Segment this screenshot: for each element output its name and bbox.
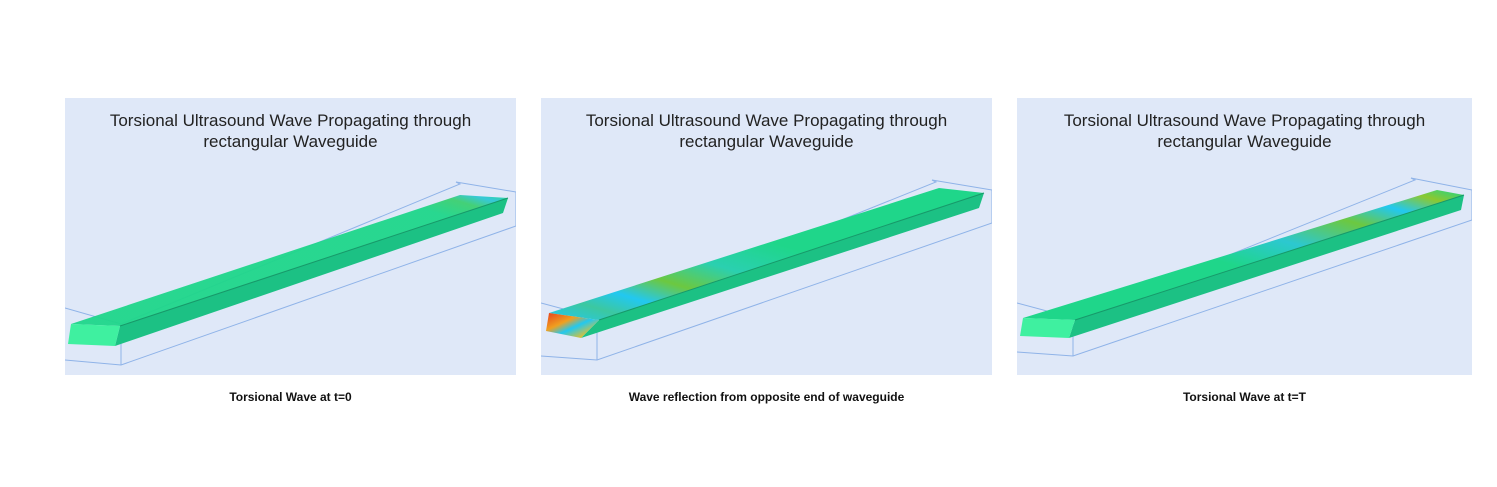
simulation-panel-1: Torsional Ultrasound Wave Propagating th… — [65, 98, 516, 375]
panel-title: Torsional Ultrasound Wave Propagating th… — [109, 111, 472, 151]
simulation-panel-3: Torsional Ultrasound Wave Propagating th… — [1017, 98, 1472, 375]
caption-3: Torsional Wave at t=T — [1182, 390, 1307, 404]
caption-2: Wave reflection from opposite end of wav… — [628, 390, 905, 404]
waveguide-render — [1017, 177, 1472, 357]
panel-title: Torsional Ultrasound Wave Propagating th… — [585, 111, 948, 151]
waveguide-render — [65, 181, 516, 366]
simulation-panel-2: Torsional Ultrasound Wave Propagating th… — [541, 98, 992, 375]
panel-title: Torsional Ultrasound Wave Propagating th… — [1063, 111, 1426, 151]
caption-1: Torsional Wave at t=0 — [229, 390, 352, 404]
waveguide-render — [541, 179, 992, 361]
